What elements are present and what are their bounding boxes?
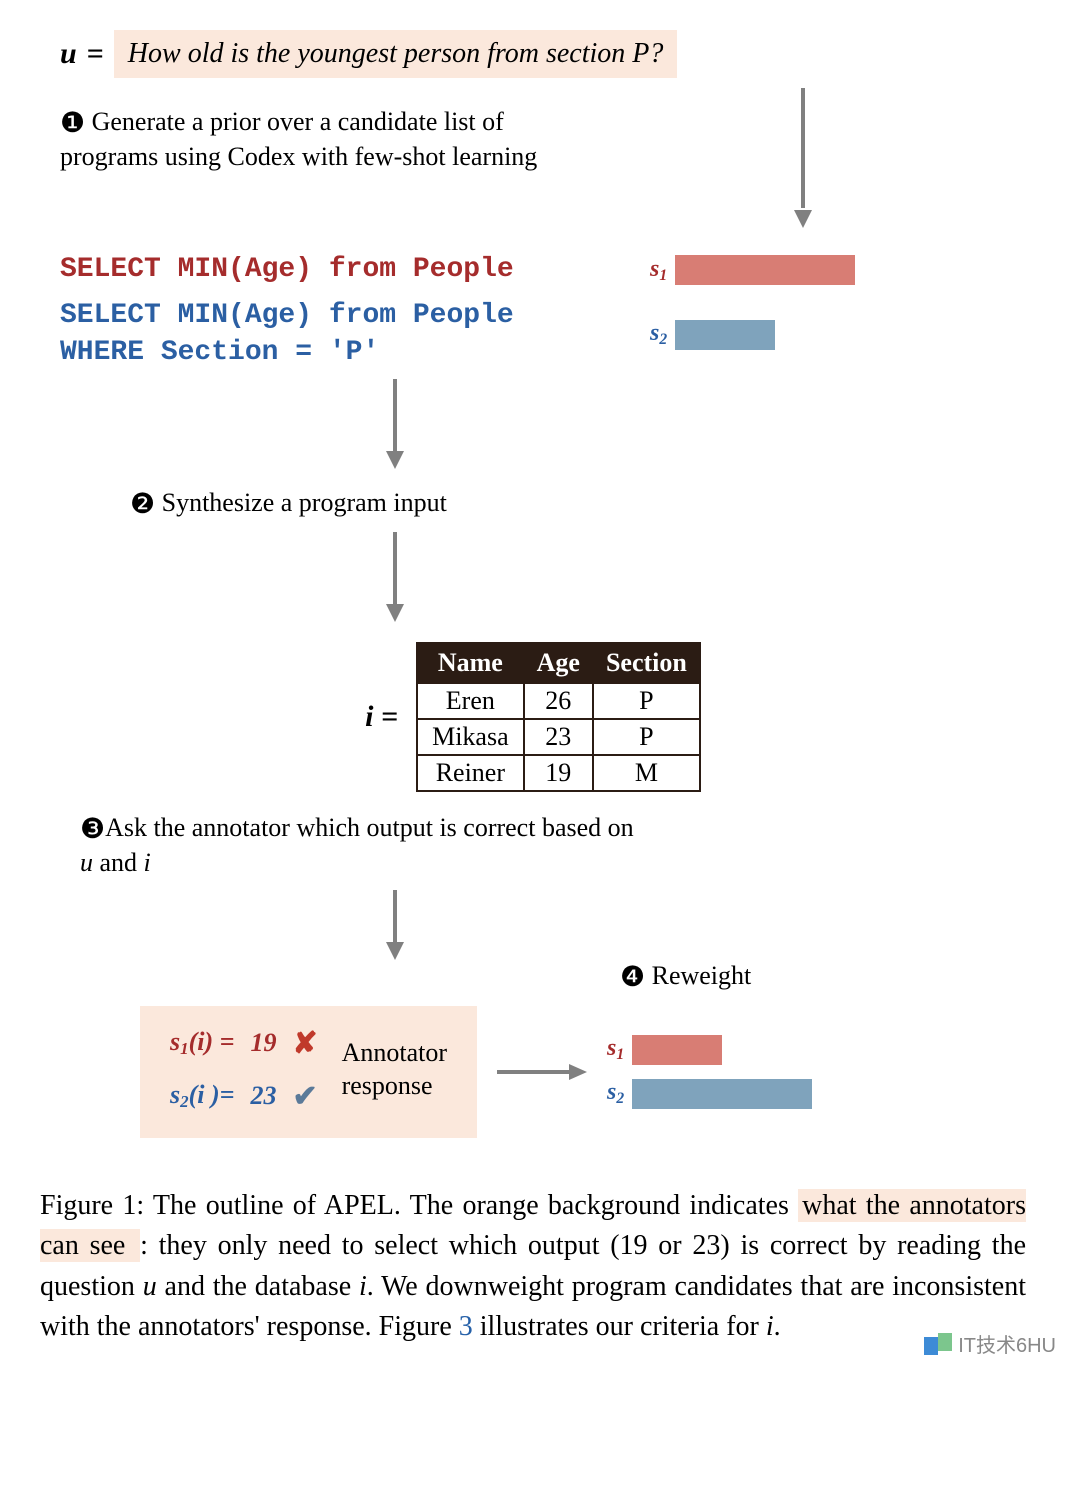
step-4-text: Reweight — [652, 961, 752, 990]
arrow-down-4 — [380, 890, 410, 960]
cross-icon: ✘ — [292, 1026, 317, 1061]
table-row: Eren 26 P — [417, 683, 700, 719]
step-3-text: Ask the annotator which output is correc… — [80, 813, 634, 877]
step-4: ❹ Reweight — [620, 960, 751, 994]
step-4-num: ❹ — [620, 962, 645, 993]
annot-s2-val: 23 — [250, 1081, 276, 1111]
rw-bar-s1 — [632, 1035, 722, 1065]
annot-s1-expr: s1(i) = — [170, 1027, 234, 1059]
bar-s1-prior: s1 — [650, 255, 855, 285]
sql-s2-l1: SELECT MIN(Age) from People — [60, 300, 514, 331]
watermark-icon — [924, 1333, 952, 1355]
table-row: Mikasa 23 P — [417, 719, 700, 755]
annot-s2-line: s2(i )= 23 ✔ — [170, 1079, 318, 1114]
th-section: Section — [593, 643, 700, 683]
annot-caption: Annotator response — [342, 1037, 447, 1102]
bar-s2 — [675, 320, 775, 350]
sql-s2-row: SELECT MIN(Age) from People WHERE Sectio… — [60, 298, 1026, 371]
step-1-num: ❶ — [60, 108, 85, 139]
sql-s2-l2: WHERE Section = 'P' — [60, 337, 379, 368]
sql-s1-row: SELECT MIN(Age) from People s1 — [60, 252, 1026, 288]
u-var: u — [60, 37, 77, 71]
step-2-num: ❷ — [130, 489, 155, 520]
step-1-text: Generate a prior over a candidate list o… — [60, 107, 537, 171]
sql-s1-code: SELECT MIN(Age) from People — [60, 252, 620, 288]
bar-s2-prior: s2 — [650, 320, 775, 350]
figure-caption: Figure 1: The outline of APEL. The orang… — [40, 1186, 1026, 1348]
watermark-text: IT技术6HU — [958, 1329, 1056, 1358]
annot-s1-val: 19 — [250, 1028, 276, 1058]
arrow-down-1 — [788, 88, 818, 228]
arrow-right — [497, 1060, 587, 1084]
sql-s2-code: SELECT MIN(Age) from People WHERE Sectio… — [60, 298, 620, 371]
figure-link[interactable]: 3 — [459, 1311, 473, 1342]
query-row: u = How old is the youngest person from … — [60, 30, 1026, 78]
annot-s1-line: s1(i) = 19 ✘ — [170, 1026, 318, 1061]
rw-bar-s2 — [632, 1079, 812, 1109]
step-3-num: ❸ — [80, 814, 105, 845]
th-age: Age — [524, 643, 593, 683]
data-table: Name Age Section Eren 26 P Mikasa 23 P R… — [416, 642, 701, 792]
u-eq: = — [87, 37, 104, 71]
step-2: ❷ Synthesize a program input — [130, 487, 650, 522]
table-row: Reiner 19 M — [417, 755, 700, 791]
table-wrap: i = Name Age Section Eren 26 P Mikasa 23 — [40, 642, 1026, 792]
bar-s1-label: s1 — [650, 256, 667, 285]
arrow-down-2 — [380, 379, 410, 469]
watermark: IT技术6HU — [924, 1329, 1056, 1358]
step-3: ❸Ask the annotator which output is corre… — [80, 812, 640, 880]
u-question: How old is the youngest person from sect… — [114, 30, 678, 78]
step-2-text: Synthesize a program input — [162, 488, 447, 517]
bar-s2-label: s2 — [650, 320, 667, 349]
i-label: i = — [365, 700, 398, 734]
annotator-box: s1(i) = 19 ✘ s2(i )= 23 ✔ Annotator resp… — [140, 1006, 477, 1138]
arrow-down-3 — [380, 532, 410, 622]
reweight-bars: s1 s2 — [607, 1035, 812, 1109]
bar-s1 — [675, 255, 855, 285]
check-icon: ✔ — [292, 1079, 317, 1114]
rw-s1-label: s1 — [607, 1035, 624, 1064]
th-name: Name — [417, 643, 524, 683]
step-1: ❶ Generate a prior over a candidate list… — [60, 106, 580, 174]
rw-s2-label: s2 — [607, 1079, 624, 1108]
annot-s2-expr: s2(i )= — [170, 1080, 234, 1112]
